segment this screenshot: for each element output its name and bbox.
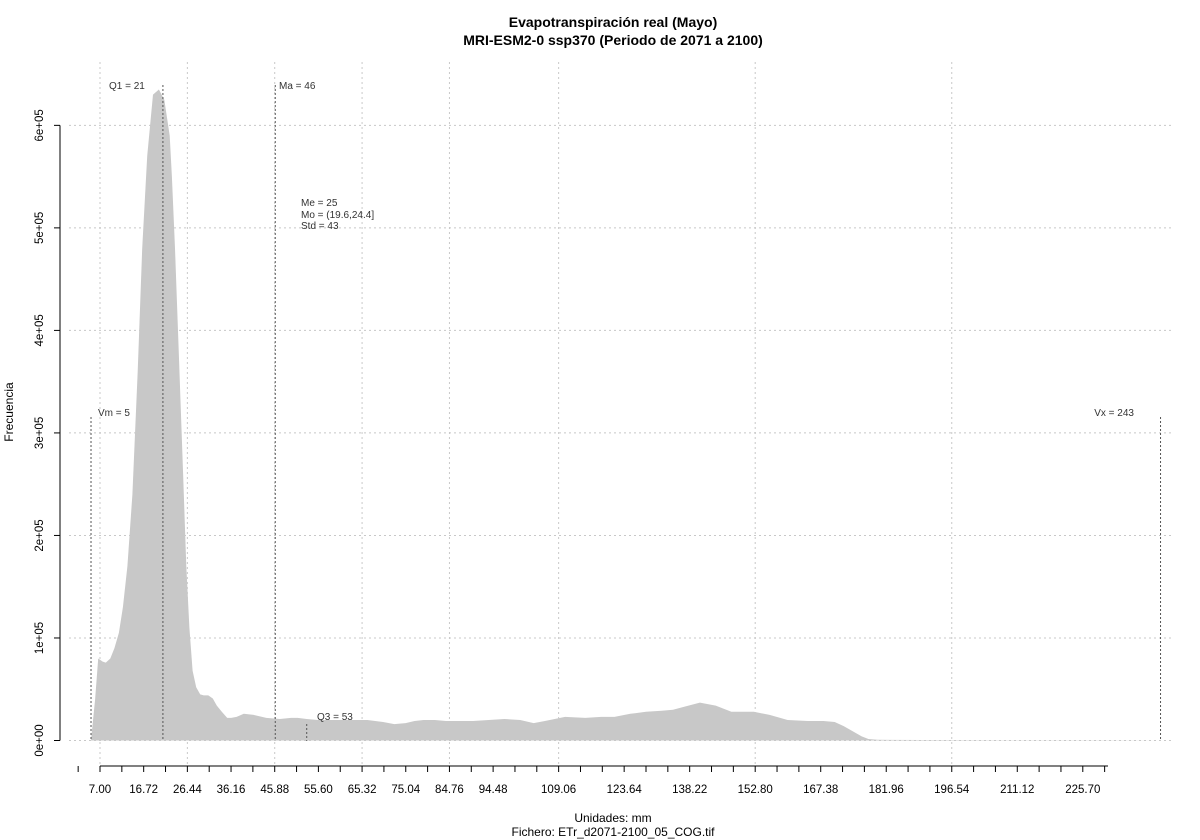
axes: 7.00 16.72 26.44 36.16 45.88 55.60 65.32 75.04 8… (34, 109, 1108, 796)
x-tick-label: 181.96 (869, 784, 904, 796)
x-tick-label: 109.06 (541, 784, 576, 796)
y-tick-label: 5e+05 (34, 212, 46, 244)
x-tick-label: 36.16 (217, 784, 246, 796)
x-tick-label: 94.48 (479, 784, 508, 796)
y-tick-label: 0e+00 (34, 724, 46, 756)
x-tick-label: 123.64 (607, 784, 643, 796)
x-axis-label: Unidades: mm (574, 811, 651, 825)
series-area (91, 89, 1161, 741)
x-tick-label: 26.44 (173, 784, 202, 796)
x-tick-label: 138.22 (672, 784, 707, 796)
x-tick-label: 211.12 (1000, 784, 1034, 796)
annotation-me: Me = 25 (301, 198, 338, 209)
chart-title: Evapotranspiración real (Mayo) (509, 14, 718, 30)
y-tick-label: 4e+05 (34, 314, 46, 346)
y-axis-label: Frecuencia (2, 382, 16, 442)
x-tick-label: 84.76 (435, 784, 464, 796)
annotation-q1: Q1 = 21 (109, 81, 145, 92)
x-tick-label: 196.54 (934, 784, 970, 796)
x-tick-label: 152.80 (738, 784, 773, 796)
x-tick-label: 167.38 (803, 784, 838, 796)
y-tick-label: 3e+05 (34, 417, 46, 449)
grid (69, 62, 1171, 766)
file-caption: Fichero: ETr_d2071-2100_05_COG.tif (512, 825, 716, 839)
x-tick-label: 225.70 (1065, 784, 1100, 796)
x-tick-label: 45.88 (260, 784, 289, 796)
reference-lines (90, 85, 1162, 741)
x-tick-label: 65.32 (348, 784, 377, 796)
annotation-mo: Mo = (19.6,24.4] (301, 210, 374, 221)
x-tick-label: 55.60 (304, 784, 333, 796)
y-tick-label: 2e+05 (34, 519, 46, 551)
annotation-ma: Ma = 46 (279, 81, 316, 92)
annotation-q3: Q3 = 53 (317, 712, 353, 723)
annotation-std: Std = 43 (301, 221, 339, 232)
annotation-vx: Vx = 243 (1094, 408, 1134, 419)
y-tick-label: 1e+05 (34, 622, 46, 654)
x-tick-label: 75.04 (391, 784, 420, 796)
x-tick-label: 7.00 (89, 784, 111, 796)
chart-subtitle: MRI-ESM2-0 ssp370 (Periodo de 2071 a 210… (463, 32, 763, 48)
density-area (91, 89, 1161, 741)
x-tick-label: 16.72 (129, 784, 158, 796)
annotation-vm: Vm = 5 (98, 408, 130, 419)
y-tick-label: 6e+05 (34, 109, 46, 141)
